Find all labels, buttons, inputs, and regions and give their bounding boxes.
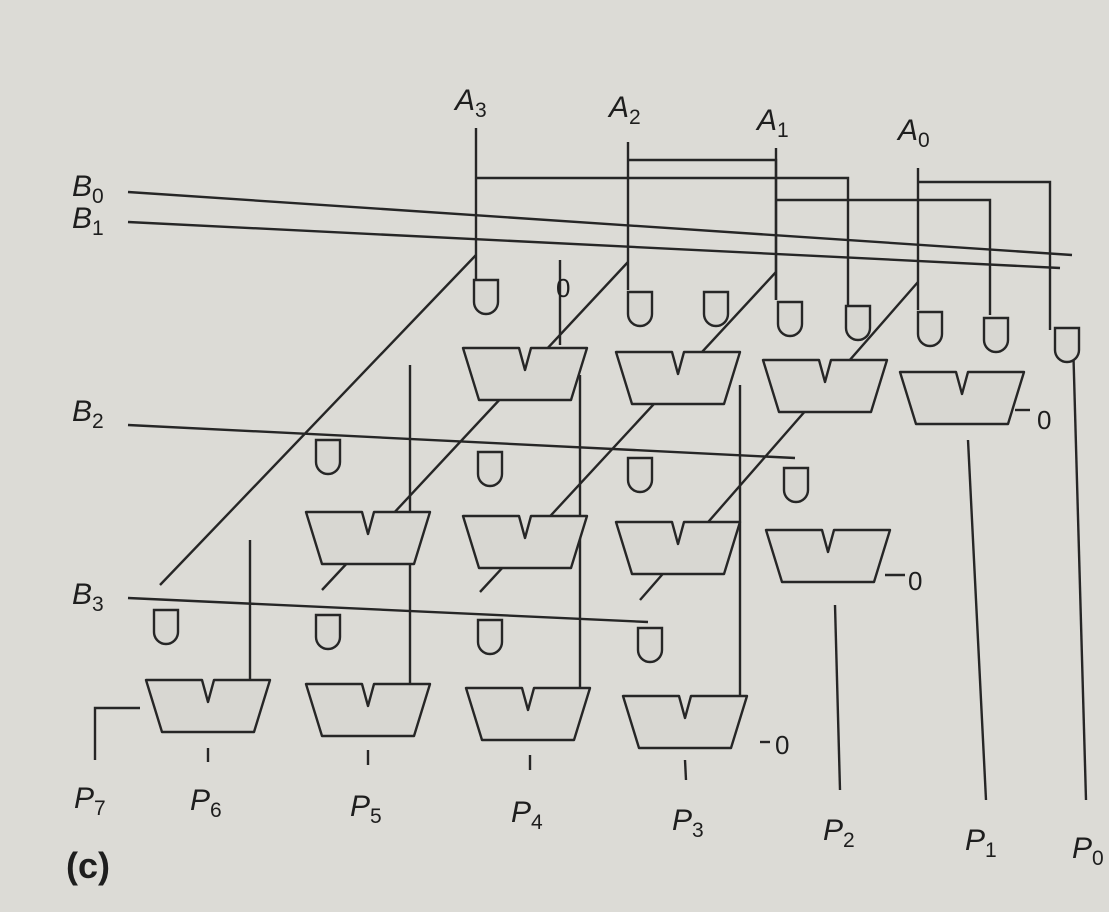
figure-caption: (c) bbox=[66, 845, 110, 886]
label-p0: P0 bbox=[1072, 832, 1104, 870]
label-p6: P6 bbox=[190, 784, 222, 822]
wire-a1-branch bbox=[776, 198, 992, 315]
label-p4: P4 bbox=[511, 796, 543, 834]
label-p5: P5 bbox=[350, 790, 382, 828]
and-gate bbox=[636, 626, 664, 664]
wire-b1 bbox=[127, 220, 1061, 270]
label-b2: B2 bbox=[72, 395, 104, 433]
label-p1: P1 bbox=[965, 824, 997, 862]
and-gate bbox=[916, 310, 944, 348]
label-a3: A3 bbox=[453, 84, 487, 122]
full-adder bbox=[898, 370, 1026, 426]
wire-a3-branch bbox=[476, 176, 850, 305]
label-p3: P3 bbox=[672, 804, 704, 842]
and-gate bbox=[314, 613, 342, 651]
label-b3: B3 bbox=[72, 578, 104, 616]
and-gate bbox=[844, 304, 872, 342]
wire-a0-branch bbox=[918, 180, 1052, 330]
full-adder bbox=[304, 510, 432, 566]
and-gate bbox=[152, 608, 180, 646]
and-gate bbox=[626, 290, 654, 328]
and-gate bbox=[626, 456, 654, 494]
wire-p3 bbox=[683, 759, 688, 781]
full-adder bbox=[461, 514, 589, 570]
wire-p2 bbox=[833, 604, 842, 791]
and-gate bbox=[476, 450, 504, 488]
full-adder bbox=[764, 528, 892, 584]
and-gate bbox=[476, 618, 504, 656]
full-adder bbox=[761, 358, 889, 414]
label-p7: P7 bbox=[74, 782, 106, 820]
and-gate bbox=[472, 278, 500, 316]
label-b0: B0 bbox=[72, 170, 104, 208]
full-adder bbox=[614, 520, 742, 576]
label-a0: A0 bbox=[896, 114, 930, 152]
and-gate bbox=[314, 438, 342, 476]
full-adder bbox=[304, 682, 432, 738]
and-gate bbox=[1053, 326, 1081, 364]
zero-row3: 0 bbox=[775, 730, 789, 760]
wire-b3 bbox=[127, 596, 649, 624]
full-adder bbox=[464, 686, 592, 742]
wire-p7 bbox=[93, 706, 140, 760]
full-adder bbox=[144, 678, 272, 734]
and-gate bbox=[776, 300, 804, 338]
diag-a3 bbox=[159, 254, 477, 586]
wire-p1 bbox=[966, 439, 988, 801]
and-gate bbox=[702, 290, 730, 328]
and-gate bbox=[782, 466, 810, 504]
zero-row2: 0 bbox=[908, 566, 922, 596]
full-adder bbox=[614, 350, 742, 406]
label-p2: P2 bbox=[823, 814, 855, 852]
wire-p0 bbox=[1071, 339, 1088, 801]
components-layer bbox=[144, 278, 1081, 750]
zero-top: 0 bbox=[556, 273, 570, 303]
full-adder bbox=[621, 694, 749, 750]
label-a1: A1 bbox=[755, 104, 789, 142]
label-b1: B1 bbox=[72, 202, 104, 240]
wire-b0 bbox=[127, 190, 1073, 257]
full-adder bbox=[461, 346, 589, 402]
label-a2: A2 bbox=[607, 91, 641, 129]
zero-row1: 0 bbox=[1037, 405, 1051, 435]
and-gate bbox=[982, 316, 1010, 354]
